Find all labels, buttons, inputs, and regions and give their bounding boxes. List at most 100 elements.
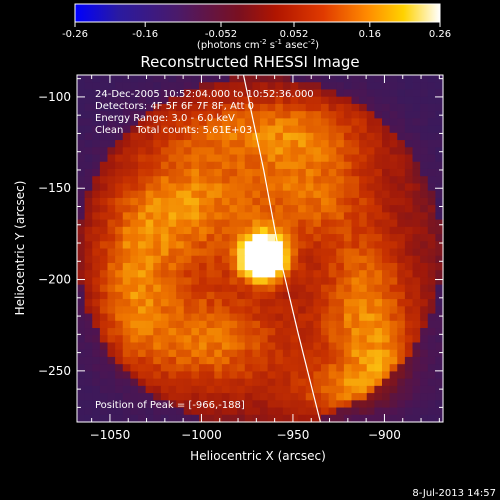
image-pixel xyxy=(153,291,162,300)
image-pixel xyxy=(260,118,269,127)
image-pixel xyxy=(366,349,375,358)
image-pixel xyxy=(183,234,192,242)
image-pixel xyxy=(145,299,154,307)
image-pixel xyxy=(107,400,116,409)
image-pixel xyxy=(237,111,246,119)
image-pixel xyxy=(115,335,124,344)
image-pixel xyxy=(351,176,360,185)
image-pixel xyxy=(145,328,154,336)
image-pixel xyxy=(275,140,284,148)
image-pixel xyxy=(107,125,116,134)
image-pixel xyxy=(374,89,383,98)
image-pixel xyxy=(366,414,375,423)
image-pixel xyxy=(130,161,139,170)
image-pixel xyxy=(145,414,154,423)
image-pixel xyxy=(305,111,314,119)
image-pixel xyxy=(115,255,124,264)
image-pixel xyxy=(389,356,398,365)
image-pixel xyxy=(160,212,170,221)
image-pixel xyxy=(435,299,444,307)
image-pixel xyxy=(305,140,314,148)
image-pixel xyxy=(404,219,414,228)
image-pixel xyxy=(99,342,109,351)
image-pixel xyxy=(298,154,307,163)
image-pixel xyxy=(221,371,231,380)
image-pixel xyxy=(122,234,131,242)
image-pixel xyxy=(191,125,200,134)
image-pixel xyxy=(351,262,360,271)
image-pixel xyxy=(420,140,429,148)
image-pixel xyxy=(99,234,109,242)
image-pixel xyxy=(221,183,231,192)
image-pixel xyxy=(84,299,93,307)
image-pixel xyxy=(221,349,231,358)
image-pixel xyxy=(214,248,223,257)
image-pixel xyxy=(130,364,139,372)
image-pixel xyxy=(176,176,185,185)
image-pixel xyxy=(107,248,116,257)
image-pixel xyxy=(183,291,192,300)
image-pixel xyxy=(237,183,246,192)
image-pixel xyxy=(176,270,185,279)
image-pixel xyxy=(84,284,93,293)
image-pixel xyxy=(260,270,269,279)
image-pixel xyxy=(122,219,131,228)
image-pixel xyxy=(328,103,337,112)
image-pixel xyxy=(374,197,383,206)
image-pixel xyxy=(389,378,398,387)
image-pixel xyxy=(404,75,414,83)
image-pixel xyxy=(122,205,131,213)
image-pixel xyxy=(99,414,109,423)
image-pixel xyxy=(122,75,131,83)
image-pixel xyxy=(275,89,284,98)
image-pixel xyxy=(191,371,200,380)
image-pixel xyxy=(267,168,276,177)
image-pixel xyxy=(206,262,215,271)
image-pixel xyxy=(206,168,215,177)
image-pixel xyxy=(420,342,429,351)
image-pixel xyxy=(138,226,147,235)
image-pixel xyxy=(206,89,215,98)
image-pixel xyxy=(206,111,215,119)
image-pixel xyxy=(77,291,86,300)
image-pixel xyxy=(168,103,177,112)
image-pixel xyxy=(252,168,261,177)
image-pixel xyxy=(176,205,185,213)
image-pixel xyxy=(237,82,246,91)
image-pixel xyxy=(107,212,116,221)
image-pixel xyxy=(122,291,131,300)
image-pixel xyxy=(336,147,345,156)
image-pixel xyxy=(138,125,147,134)
image-pixel xyxy=(382,255,391,264)
image-pixel xyxy=(153,125,162,134)
image-pixel xyxy=(252,262,261,271)
image-pixel xyxy=(214,75,223,83)
image-pixel xyxy=(145,125,154,134)
image-pixel xyxy=(260,89,269,98)
image-pixel xyxy=(244,364,253,372)
image-pixel xyxy=(92,176,101,185)
image-pixel xyxy=(115,313,124,322)
image-pixel xyxy=(160,125,170,134)
image-pixel xyxy=(412,234,421,242)
image-pixel xyxy=(435,284,444,293)
image-pixel xyxy=(191,154,200,163)
image-pixel xyxy=(107,183,116,192)
image-pixel xyxy=(305,270,314,279)
image-pixel xyxy=(427,328,436,336)
image-pixel xyxy=(206,147,215,156)
image-pixel xyxy=(328,96,337,105)
image-pixel xyxy=(237,356,246,365)
image-pixel xyxy=(313,197,322,206)
image-pixel xyxy=(99,183,109,192)
image-pixel xyxy=(221,335,231,344)
image-pixel xyxy=(275,414,284,423)
image-pixel xyxy=(343,313,353,322)
image-pixel xyxy=(366,118,375,127)
image-pixel xyxy=(160,147,170,156)
image-pixel xyxy=(244,248,253,257)
image-pixel xyxy=(397,183,406,192)
image-pixel xyxy=(176,140,185,148)
image-pixel xyxy=(145,349,154,358)
image-pixel xyxy=(77,335,86,344)
